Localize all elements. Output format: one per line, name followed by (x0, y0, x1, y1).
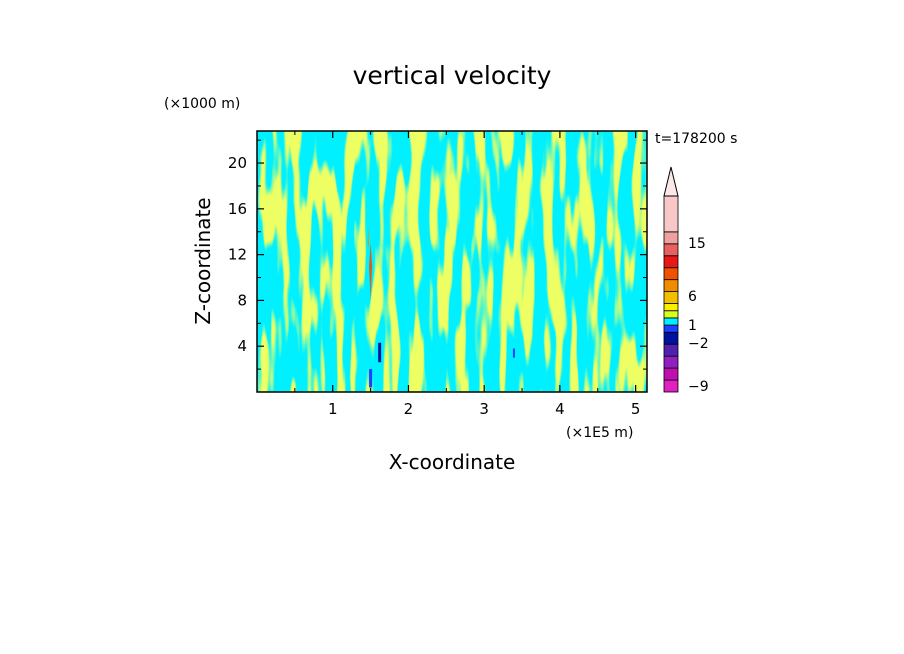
colorbar-label: 15 (688, 236, 706, 252)
colorbar-swatch (663, 355, 679, 369)
plot-frame (256, 130, 648, 393)
field-features (367, 226, 515, 388)
y-tick-label: 16 (228, 200, 247, 218)
y-tick-label: 8 (237, 291, 247, 309)
x-tick-label: 5 (631, 400, 641, 418)
positive-updraft-core (369, 243, 373, 301)
y-tick-label: 20 (228, 154, 247, 172)
colorbar: 15 6 1 −2 −9 (663, 166, 709, 395)
colorbar-swatch (663, 343, 679, 357)
colorbar-swatch (663, 255, 679, 269)
colorbar-swatch (663, 291, 679, 304)
negative-downdraft-core (378, 342, 382, 363)
y-unit-label: (×1000 m) (164, 96, 240, 112)
y-axis: 4 8 12 16 20 (228, 139, 647, 370)
colorbar-swatch (663, 317, 679, 326)
colorbar-label: 6 (688, 289, 697, 305)
colorbar-swatch (663, 310, 679, 319)
colorbar-swatch (663, 267, 679, 281)
positive-updraft-core (367, 226, 370, 249)
x-unit-label: (×1E5 m) (566, 425, 633, 441)
colorbar-swatch (663, 243, 679, 257)
colorbar-label: −9 (688, 379, 709, 395)
x-tick-label: 3 (479, 400, 489, 418)
x-tick-label: 1 (328, 400, 338, 418)
x-axis: 1 2 3 4 5 (294, 131, 641, 418)
x-tick-label: 4 (555, 400, 565, 418)
plot-area (257, 131, 647, 392)
colorbar-swatch (663, 231, 679, 245)
x-tick-label: 2 (404, 400, 414, 418)
time-label: t=178200 s (655, 131, 737, 147)
colorbar-arrow (663, 166, 679, 197)
colorbar-swatch (663, 331, 679, 345)
y-axis-label: Z-coordinate (191, 197, 215, 324)
field-positive-regions (257, 131, 647, 392)
negative-downdraft-core (369, 369, 373, 388)
x-axis-label: X-coordinate (389, 450, 516, 474)
colorbar-swatch (663, 195, 679, 233)
colorbar-label: 1 (688, 318, 697, 334)
colorbar-swatch (663, 303, 679, 312)
colorbar-label: −2 (688, 336, 709, 352)
colorbar-swatch (663, 367, 679, 381)
chart-title: vertical velocity (353, 61, 552, 90)
y-tick-label: 12 (228, 246, 247, 264)
y-tick-label: 4 (237, 337, 247, 355)
negative-downdraft-core (512, 348, 515, 358)
colorbar-swatch (663, 324, 679, 333)
colorbar-swatch (663, 379, 679, 393)
colorbar-swatch (663, 279, 679, 293)
